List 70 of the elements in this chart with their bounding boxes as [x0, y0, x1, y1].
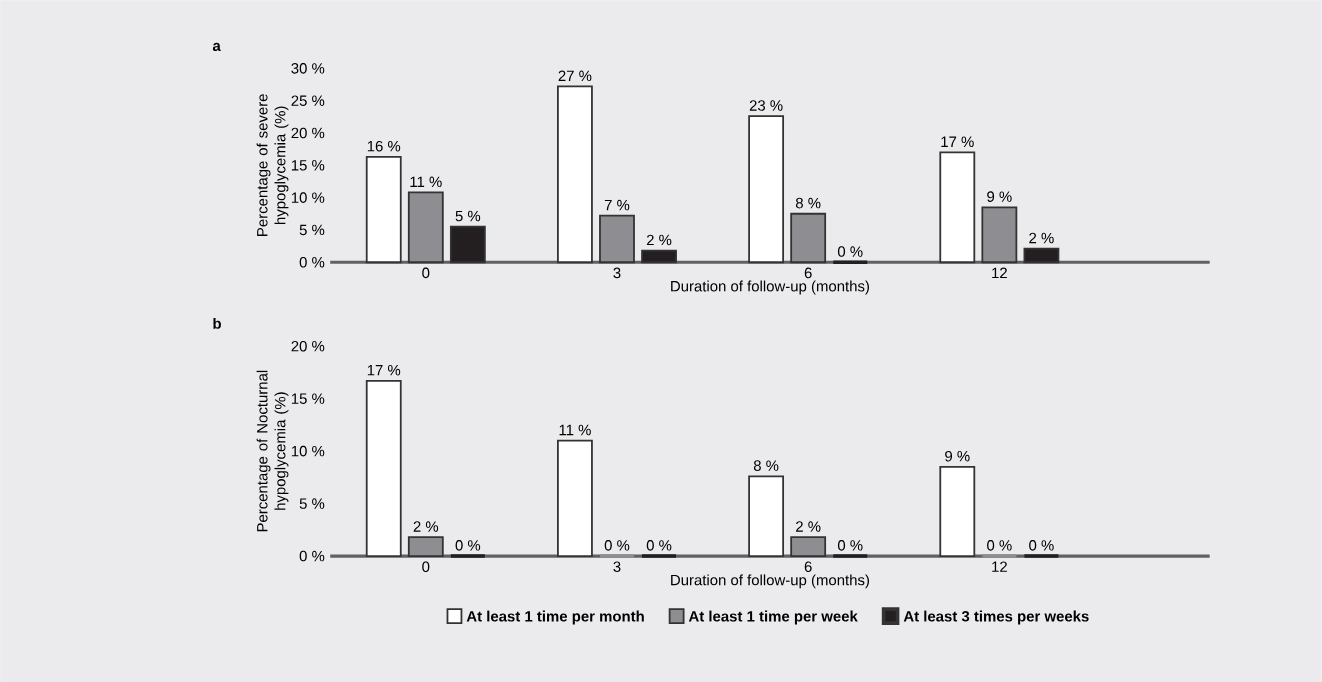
bar — [1023, 247, 1060, 263]
bar — [981, 206, 1018, 263]
bar — [790, 536, 827, 557]
data-label: 11 % — [559, 424, 591, 436]
bar — [748, 115, 785, 263]
data-label: 0 % — [837, 246, 863, 257]
bar — [449, 225, 486, 263]
data-label: 0 % — [837, 539, 863, 551]
data-label: 2 % — [646, 234, 672, 246]
bar — [407, 536, 444, 557]
y-tick-label: 20 % — [291, 127, 325, 139]
legend-label: At least 1 time per month — [466, 610, 644, 625]
data-label: 0 % — [1029, 539, 1054, 551]
y-tick-label: 25 % — [291, 95, 325, 106]
data-label: 17 % — [941, 136, 974, 147]
x-tick-label: 12 — [992, 267, 1007, 278]
bar — [365, 379, 402, 557]
legend-label: At least 1 time per week — [688, 610, 858, 625]
data-label: 2 % — [796, 521, 821, 532]
data-label: 16 % — [367, 140, 401, 152]
y-tick-label: 0 % — [299, 550, 325, 562]
data-label: 2 % — [413, 521, 439, 532]
y-tick-label: 5 % — [299, 224, 325, 235]
y-axis-title: Percentage of Nocturnal hypoglycemia (%) — [256, 370, 289, 532]
y-tick-label: 15 % — [291, 393, 325, 404]
data-label: 8 % — [795, 197, 821, 209]
x-axis-title: Duration of follow-up (months) — [671, 574, 869, 589]
bar — [599, 214, 635, 263]
bar — [365, 155, 402, 263]
bar — [557, 85, 593, 263]
data-label: 0 % — [455, 539, 481, 551]
y-tick-label: 5 % — [299, 498, 325, 509]
x-tick-label: 6 — [804, 267, 812, 279]
x-tick-label: 0 — [422, 561, 430, 572]
data-label: 11 % — [410, 176, 442, 187]
bar — [790, 212, 827, 263]
bar — [641, 249, 677, 263]
bar — [939, 465, 976, 557]
y-tick-label: 15 % — [291, 159, 325, 171]
data-label: 8 % — [753, 460, 779, 471]
data-label: 0 % — [604, 539, 630, 551]
legend-label: At least 3 times per weeks — [903, 610, 1089, 625]
y-tick-label: 30 % — [291, 62, 325, 74]
y-tick-label: 20 % — [291, 340, 325, 352]
chart-title: b — [213, 317, 221, 329]
x-tick-label: 3 — [613, 267, 621, 279]
data-label: 9 % — [987, 191, 1012, 202]
data-label: 9 % — [945, 450, 970, 462]
y-tick-label: 0 % — [299, 256, 325, 268]
bar — [939, 151, 976, 263]
x-tick-label: 0 — [422, 267, 430, 279]
y-tick-label: 10 % — [291, 445, 325, 457]
x-axis-title: Duration of follow-up (months) — [671, 280, 869, 295]
chart-title: a — [212, 42, 221, 51]
data-label: 27 % — [558, 70, 592, 81]
data-label: 5 % — [455, 210, 481, 222]
data-label: 0 % — [987, 539, 1012, 551]
x-tick-label: 6 — [804, 561, 812, 572]
y-axis-title: Percentage of severe hypoglycemia (%) — [256, 93, 289, 236]
bar — [407, 191, 444, 263]
data-label: 7 % — [604, 199, 630, 211]
y-tick-label: 10 % — [291, 192, 325, 203]
x-tick-label: 12 — [992, 561, 1007, 572]
bar — [557, 439, 593, 557]
data-label: 17 % — [367, 364, 401, 376]
x-tick-label: 3 — [613, 561, 621, 572]
bar — [748, 475, 785, 557]
data-label: 23 % — [749, 100, 783, 111]
data-label: 0 % — [646, 539, 672, 551]
data-label: 2 % — [1029, 232, 1054, 244]
